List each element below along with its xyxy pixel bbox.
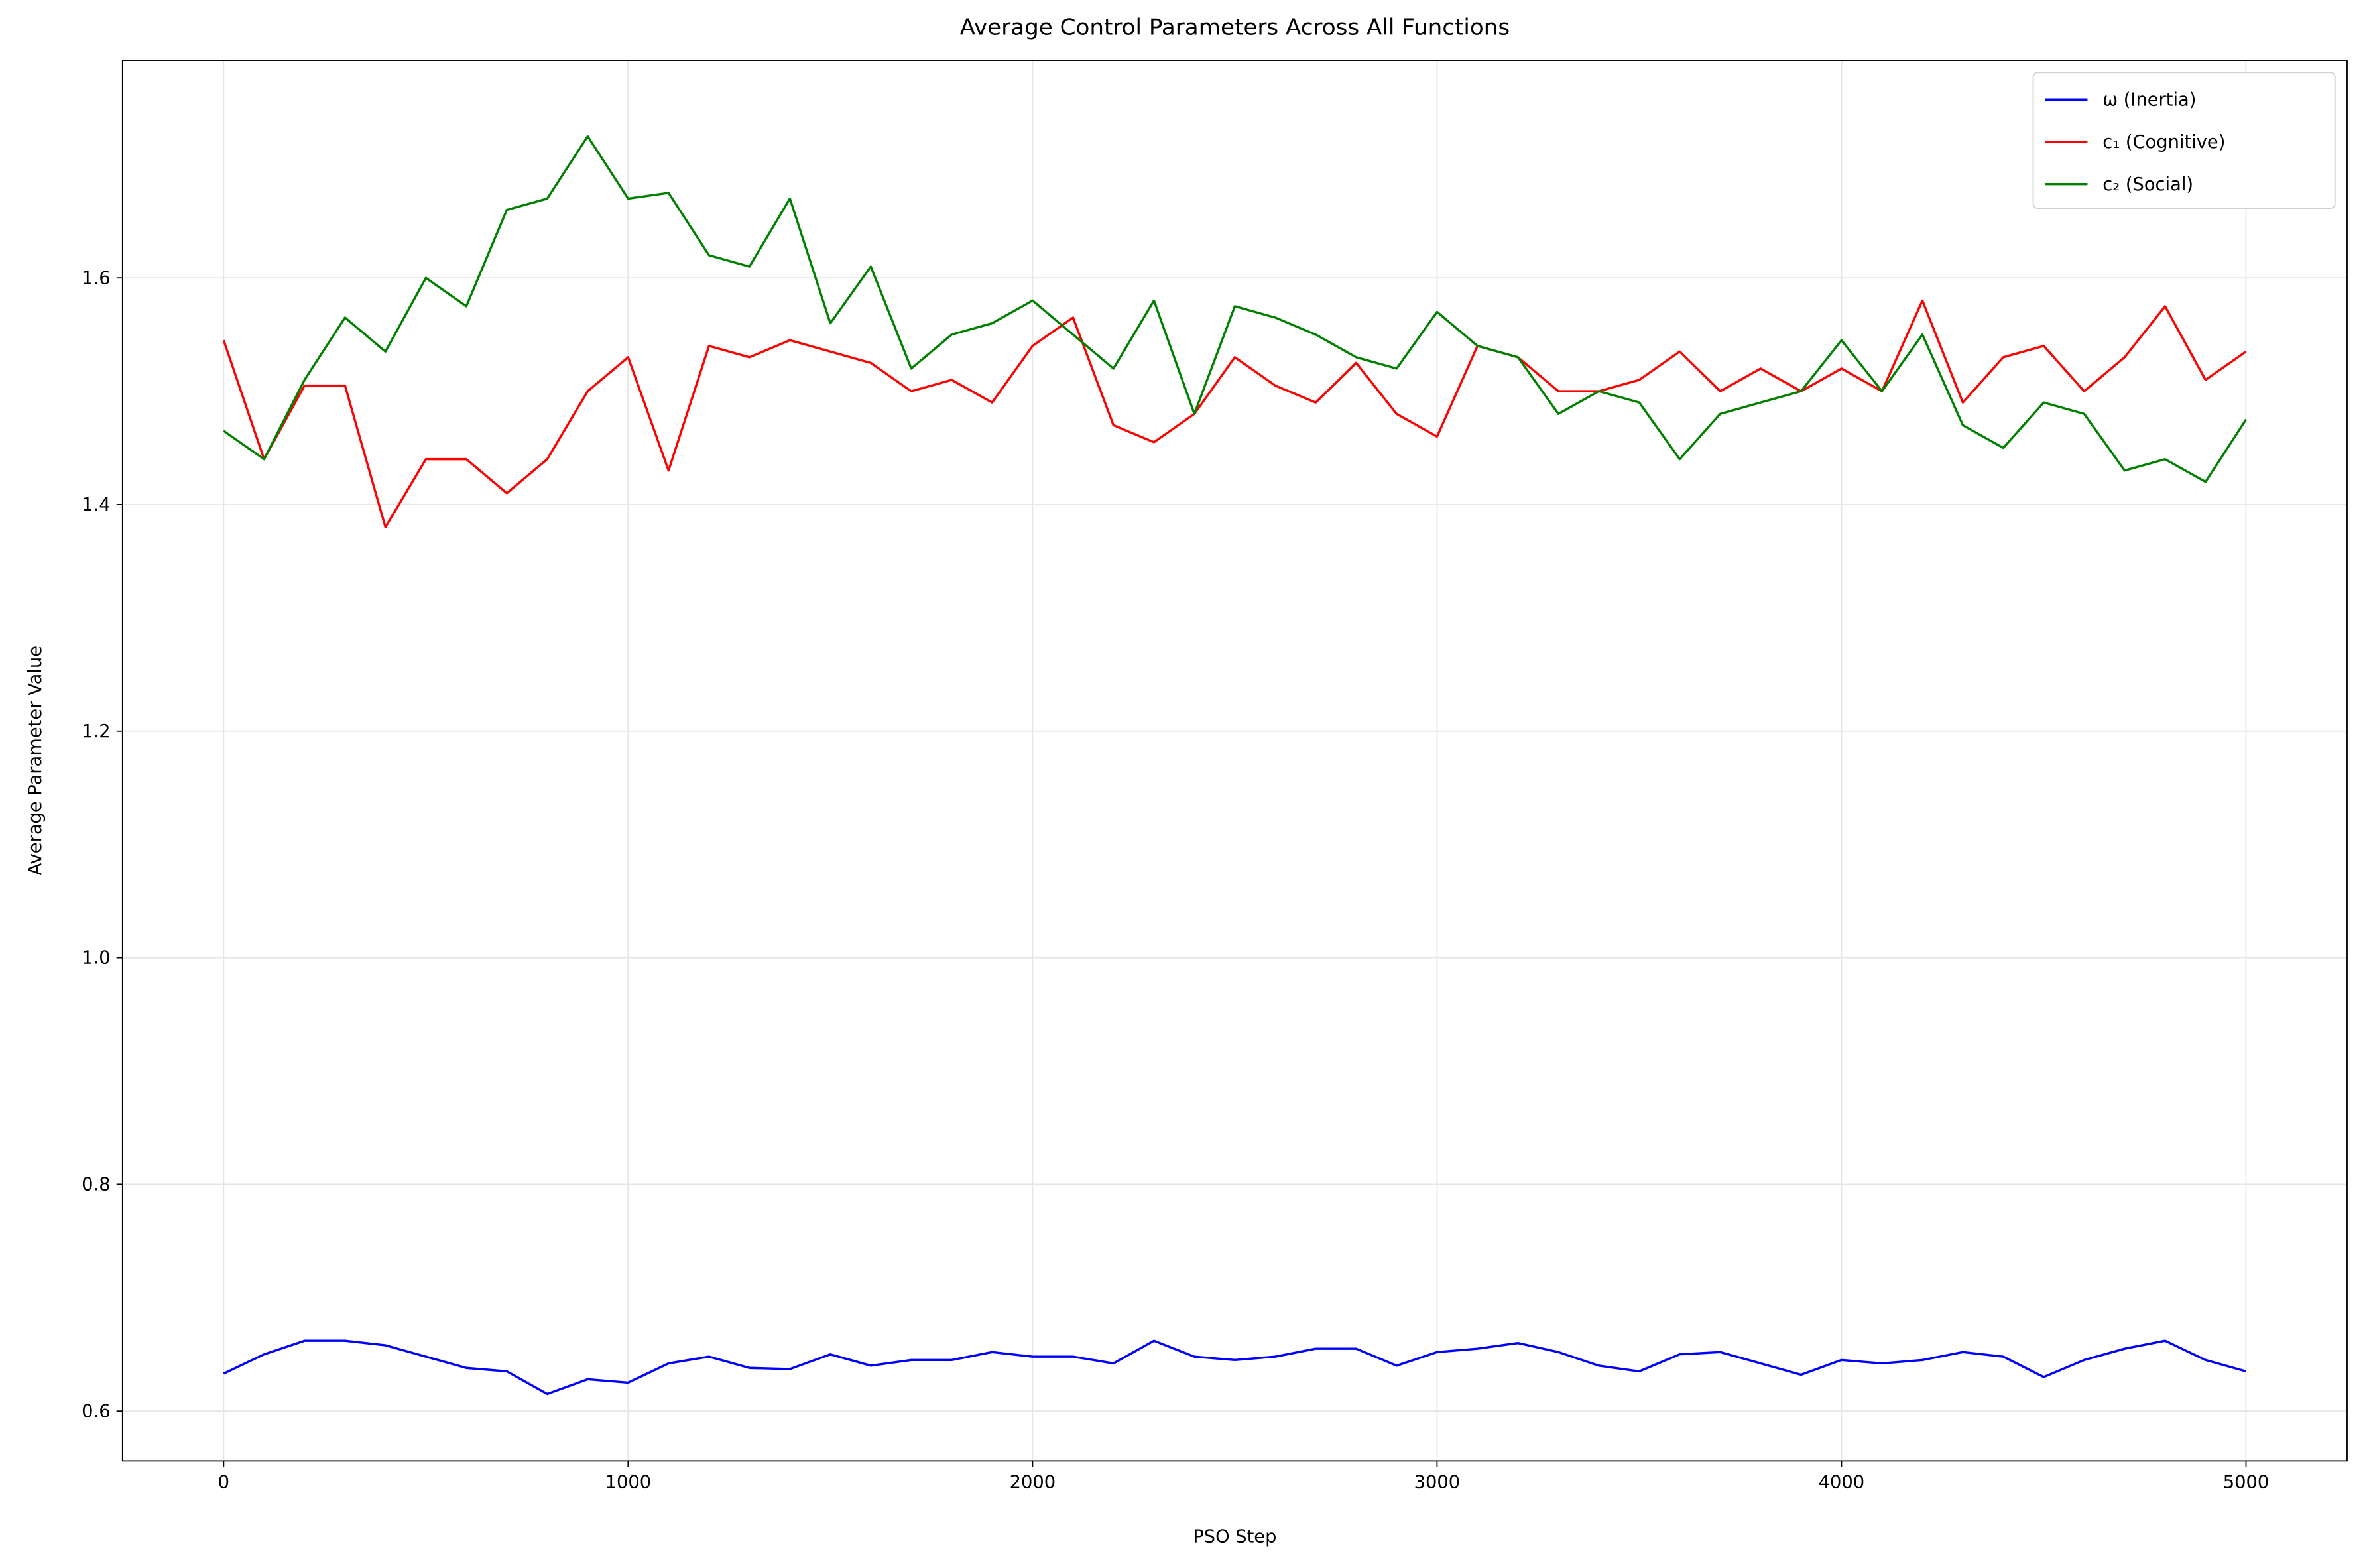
legend-box	[2032, 72, 2336, 210]
legend-label: ω (Inertia)	[2102, 90, 2196, 110]
series-line	[223, 1339, 2246, 1396]
x-tick-label: 0	[218, 1472, 229, 1492]
y-axis-label: Average Parameter Value	[25, 646, 46, 875]
legend-label: c₂ (Social)	[2102, 174, 2193, 195]
x-tick-label: 2000	[1010, 1472, 1056, 1492]
y-tick-label: 1.6	[82, 268, 110, 288]
x-tick-label: 3000	[1414, 1472, 1460, 1492]
y-tick-label: 1.4	[82, 495, 110, 515]
y-tick-label: 0.8	[82, 1174, 110, 1195]
x-tick-label: 4000	[1819, 1472, 1864, 1492]
y-tick-label: 1.2	[82, 721, 110, 742]
x-axis-label: PSO Step	[1193, 1526, 1276, 1547]
series-line	[222, 299, 2247, 528]
y-tick-label: 1.0	[82, 948, 110, 969]
y-tick-label: 0.6	[82, 1401, 110, 1421]
plot-frame	[121, 60, 2348, 1462]
x-tick-label: 5000	[2223, 1472, 2269, 1492]
chart-title: Average Control Parameters Across All Fu…	[960, 14, 1510, 40]
series-line	[223, 135, 2247, 483]
legend-label: c₁ (Cognitive)	[2102, 132, 2225, 152]
x-tick-label: 1000	[605, 1472, 651, 1492]
